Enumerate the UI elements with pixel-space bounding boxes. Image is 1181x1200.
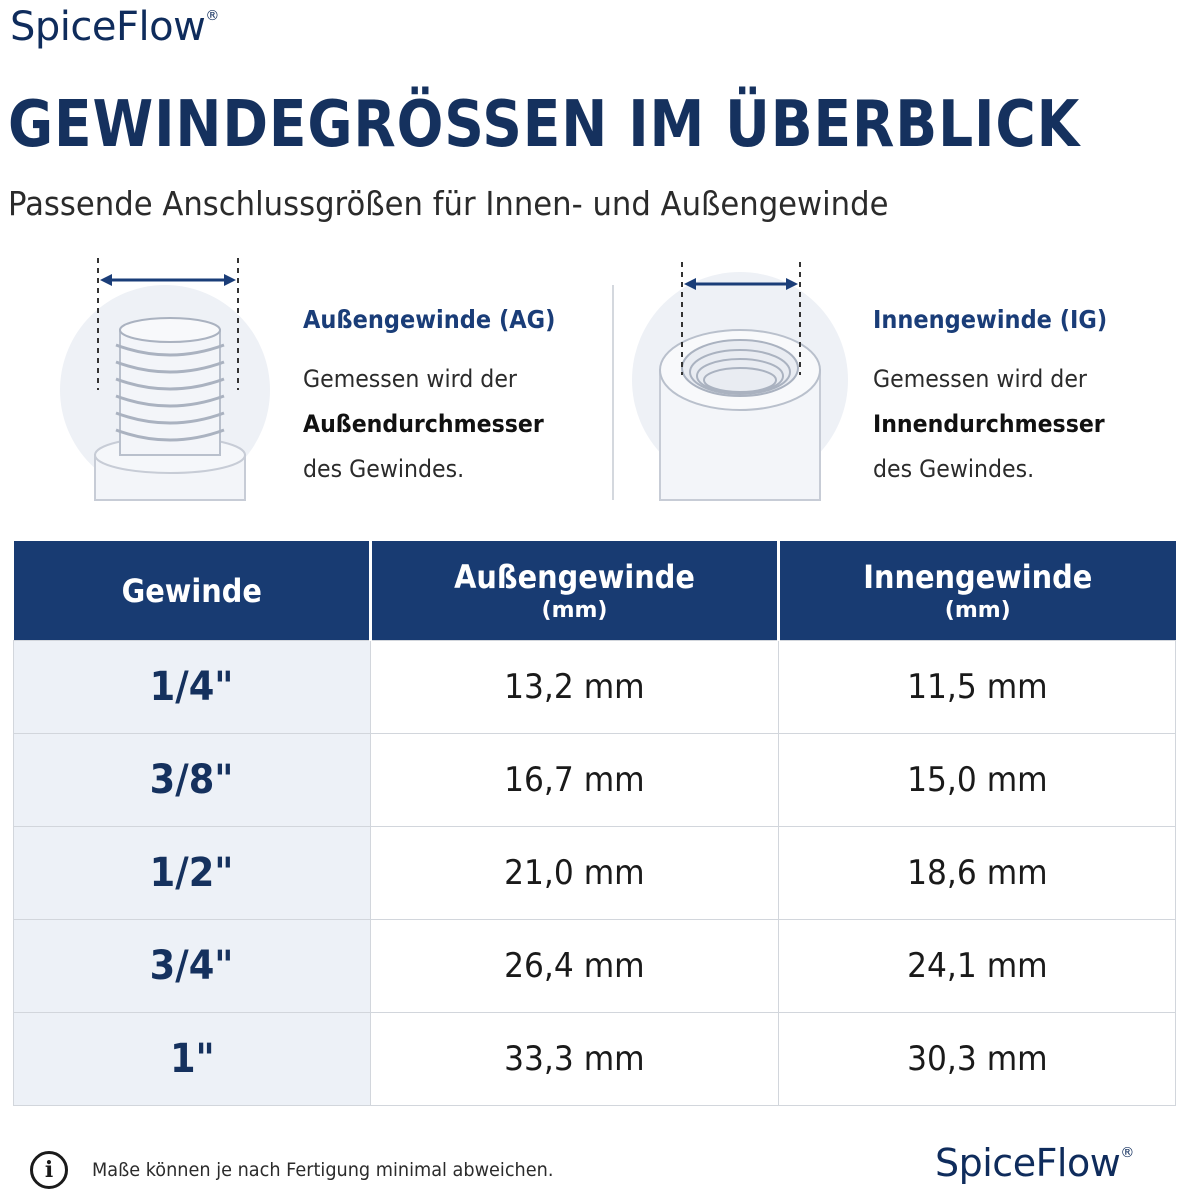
inner-diameter: 18,6 mm [906, 853, 1048, 893]
info-divider [612, 285, 614, 500]
inner-diameter-cell: 24,1 mm [778, 919, 1176, 1013]
outer-diameter-cell: 26,4 mm [370, 919, 779, 1013]
brand-logo-top: SpiceFlow® [10, 4, 219, 50]
inner-thread-title: Innengewinde (IG) [873, 305, 1108, 334]
outer-desc-line-3: des Gewindes. [303, 455, 465, 483]
inner-diameter: 30,3 mm [906, 1039, 1048, 1079]
brand-name: SpiceFlow [10, 4, 206, 50]
column-header-unit: (mm) [944, 598, 1011, 623]
inner-desc-emphasis: Innendurchmesser [873, 410, 1105, 438]
outer-diameter: 21,0 mm [504, 853, 645, 893]
inner-thread-description: Gemessen wird der Innendurchmesser des G… [873, 357, 1105, 492]
outer-diameter: 33,3 mm [504, 1039, 645, 1079]
outer-diameter: 26,4 mm [504, 946, 645, 986]
column-header-label: Gewinde [121, 571, 262, 610]
outer-diameter: 16,7 mm [504, 760, 645, 800]
inner-thread-icon [632, 262, 848, 501]
outer-diameter-cell: 13,2 mm [370, 640, 779, 734]
thread-size-cell: 1/4" [13, 640, 371, 734]
brand-logo-bottom: SpiceFlow® [935, 1141, 1134, 1185]
outer-diameter-cell: 16,7 mm [370, 733, 779, 827]
outer-diameter-cell: 33,3 mm [370, 1012, 779, 1106]
thread-size: 3/4" [150, 943, 234, 989]
thread-size: 1" [169, 1036, 215, 1082]
thread-size: 1/2" [150, 850, 234, 896]
inner-diameter-cell: 18,6 mm [778, 826, 1176, 920]
inner-diameter-cell: 15,0 mm [778, 733, 1176, 827]
outer-thread-icon [60, 258, 270, 501]
outer-diameter: 13,2 mm [504, 667, 645, 707]
thread-size-cell: 3/4" [13, 919, 371, 1013]
footer-note: Maße können je nach Fertigung minimal ab… [92, 1159, 554, 1181]
column-header-unit: (mm) [541, 598, 608, 623]
outer-desc-emphasis: Außendurchmesser [303, 410, 544, 438]
thread-size-cell: 3/8" [13, 733, 371, 827]
table-row: 1/4" 13,2 mm 11,5 mm [13, 640, 1176, 734]
table-row: 3/4" 26,4 mm 24,1 mm [13, 919, 1176, 1013]
inner-diameter: 15,0 mm [906, 760, 1048, 800]
inner-diameter: 24,1 mm [906, 946, 1048, 986]
thread-size-cell: 1/2" [13, 826, 371, 920]
page-title: GEWINDEGRÖSSEN IM ÜBERBLICK [8, 88, 1081, 162]
column-header-label: Außengewinde [454, 558, 695, 596]
outer-thread-title: Außengewinde (AG) [303, 305, 556, 334]
brand-reg-mark: ® [205, 8, 219, 24]
inner-diameter-cell: 11,5 mm [778, 640, 1176, 734]
inner-diameter-cell: 30,3 mm [778, 1012, 1176, 1106]
thread-size-table: Gewinde Außengewinde (mm) Innengewinde (… [13, 541, 1176, 1106]
outer-thread-description: Gemessen wird der Außendurchmesser des G… [303, 357, 544, 492]
table-row: 1" 33,3 mm 30,3 mm [13, 1012, 1176, 1106]
thread-size-cell: 1" [13, 1012, 371, 1106]
table-row: 1/2" 21,0 mm 18,6 mm [13, 826, 1176, 920]
brand-name: SpiceFlow [935, 1141, 1121, 1185]
thread-size: 3/8" [150, 757, 234, 803]
info-icon: i [30, 1151, 68, 1189]
column-header-thread: Gewinde [13, 541, 372, 641]
brand-reg-mark: ® [1120, 1145, 1134, 1161]
inner-diameter: 11,5 mm [906, 667, 1048, 707]
page-subtitle: Passende Anschlussgrößen für Innen- und … [8, 184, 889, 223]
thread-size: 1/4" [150, 664, 234, 710]
inner-desc-line-1: Gemessen wird der [873, 365, 1087, 393]
table-header-row: Gewinde Außengewinde (mm) Innengewinde (… [13, 541, 1176, 641]
table-row: 3/8" 16,7 mm 15,0 mm [13, 733, 1176, 827]
column-header-outer: Außengewinde (mm) [370, 541, 780, 641]
column-header-inner: Innengewinde (mm) [778, 541, 1176, 641]
column-header-label: Innengewinde [863, 558, 1093, 596]
outer-desc-line-1: Gemessen wird der [303, 365, 517, 393]
outer-diameter-cell: 21,0 mm [370, 826, 779, 920]
inner-desc-line-3: des Gewindes. [873, 455, 1035, 483]
